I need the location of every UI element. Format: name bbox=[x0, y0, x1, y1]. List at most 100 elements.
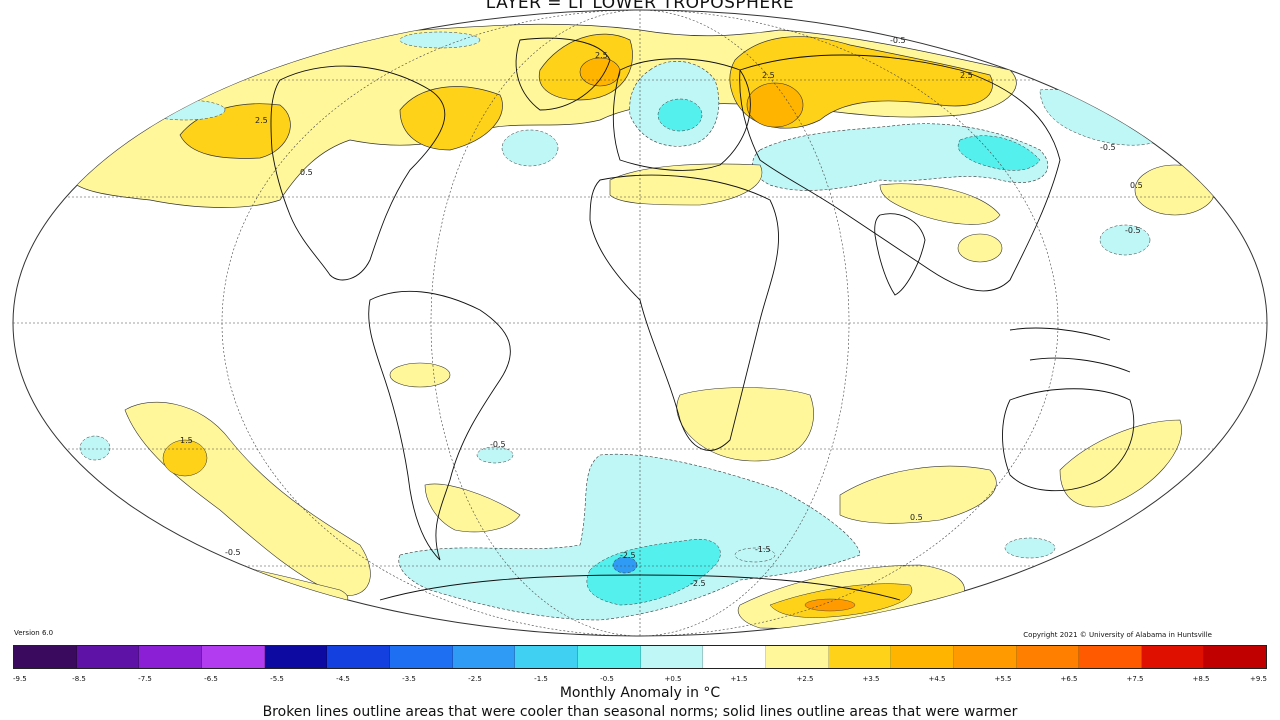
warm-region-south-america bbox=[389, 362, 451, 388]
colorbar-tick-label: -2.5 bbox=[468, 675, 482, 683]
contour-label: -0.5 bbox=[490, 440, 506, 449]
asia-outline bbox=[739, 54, 1061, 292]
contour-label: -0.5 bbox=[1100, 143, 1116, 152]
warm-region-mediterranean bbox=[609, 163, 763, 206]
colorbar-tick-label: +1.5 bbox=[730, 675, 748, 683]
warm-region-antarctic-pacific-deep bbox=[804, 598, 856, 612]
colorbar-cell bbox=[76, 646, 140, 668]
cold-region-antarctica-deep bbox=[612, 556, 638, 574]
colorbar-tick-label: -4.5 bbox=[336, 675, 350, 683]
contour-label: 0.5 bbox=[910, 513, 923, 522]
colorbar-tick-label: +8.5 bbox=[1192, 675, 1210, 683]
colorbar-tick-label: +3.5 bbox=[862, 675, 880, 683]
warm-region-india bbox=[879, 183, 1001, 225]
colorbar-tick-label: +0.5 bbox=[664, 675, 682, 683]
colorbar-cell bbox=[389, 646, 453, 668]
colorbar-tick-label: +4.5 bbox=[928, 675, 946, 683]
cold-region-alaska bbox=[144, 99, 226, 121]
colorbar-cell bbox=[828, 646, 892, 668]
warm-region-se-asia bbox=[957, 233, 1003, 263]
cold-region-antarctica-core bbox=[586, 538, 721, 606]
colorbar-cell bbox=[765, 646, 829, 668]
colorbar-cell bbox=[1016, 646, 1080, 668]
africa-outline bbox=[589, 174, 779, 451]
contour-label: -0.5 bbox=[1125, 226, 1141, 235]
colorbar-cell bbox=[264, 646, 328, 668]
anomaly-map: 2.5 2.5 2.5 2.5 -0.5 0.5 0.5 1.5 -0.5 -1… bbox=[12, 9, 1268, 637]
graticule bbox=[13, 10, 1267, 636]
colorbar-cell bbox=[891, 646, 954, 668]
colorbar-tick-label: -8.5 bbox=[72, 675, 86, 683]
colorbar-cell bbox=[1204, 646, 1267, 668]
contour-labels: 2.5 2.5 2.5 2.5 -0.5 0.5 0.5 1.5 -0.5 -1… bbox=[180, 36, 1143, 588]
copyright-label: Copyright 2021 © University of Alabama i… bbox=[1023, 631, 1212, 639]
colorbar-cell bbox=[201, 646, 265, 668]
colorbar-ticks: -9.5 -8.5 -7.5 -6.5 -5.5 -4.5 -3.5 -2.5 -1.5 -0.5… bbox=[13, 675, 1267, 685]
contour-label: 0.5 bbox=[1130, 181, 1143, 190]
colorbar-cell bbox=[1141, 646, 1205, 668]
colorbar-cell bbox=[577, 646, 641, 668]
colorbar-cell bbox=[515, 646, 578, 668]
cold-region-mongolia bbox=[957, 135, 1041, 171]
north-america-outline bbox=[270, 65, 446, 281]
colorbar-tick-label: -0.5 bbox=[600, 675, 614, 683]
contour-label: -2.5 bbox=[690, 579, 706, 588]
cold-region-south-indian bbox=[1004, 537, 1056, 559]
colorbar-tick-label: -3.5 bbox=[402, 675, 416, 683]
colorbar-tick-label: +9.5 bbox=[1250, 675, 1267, 683]
europe-outline bbox=[612, 58, 751, 171]
colorbar-tick-label: +6.5 bbox=[1060, 675, 1078, 683]
warm-region-deep-scandinavia bbox=[579, 57, 621, 87]
colorbar-tick-label: -9.5 bbox=[13, 675, 27, 683]
warm-region-south-pacific-core bbox=[162, 439, 208, 477]
cold-region-pacific-ne bbox=[1039, 89, 1161, 146]
colorbar-tick-label: +2.5 bbox=[796, 675, 814, 683]
cold-region-south-atlantic bbox=[476, 446, 514, 464]
map-title: LAYER = LT LOWER TROPOSPHERE bbox=[485, 0, 795, 13]
colorbar bbox=[13, 645, 1267, 669]
indonesia-outline bbox=[1009, 327, 1131, 373]
continent-outlines bbox=[270, 37, 1135, 601]
contour-label: -1.5 bbox=[755, 545, 771, 554]
greenland-outline bbox=[515, 37, 611, 111]
warm-region-australia-east bbox=[1059, 419, 1182, 508]
colorbar-tick-label: -6.5 bbox=[204, 675, 218, 683]
colorbar-cell bbox=[452, 646, 516, 668]
warm-region-deep-siberia bbox=[746, 82, 804, 128]
colorbar-tick-label: -5.5 bbox=[270, 675, 284, 683]
india-outline bbox=[874, 213, 926, 296]
warm-region-nw-pacific bbox=[1134, 164, 1216, 216]
contour-label: 1.5 bbox=[180, 436, 193, 445]
colorbar-tick-label: +5.5 bbox=[994, 675, 1012, 683]
colorbar-cell bbox=[953, 646, 1017, 668]
australia-outline bbox=[1002, 388, 1135, 492]
colorbar-tick-label: -1.5 bbox=[534, 675, 548, 683]
colorbar-cell bbox=[1079, 646, 1142, 668]
contour-label: -0.5 bbox=[890, 36, 906, 45]
cold-region-central-europe bbox=[657, 98, 703, 132]
contour-label: 2.5 bbox=[762, 71, 775, 80]
warm-region-indian-ocean bbox=[839, 465, 997, 524]
cold-region-pacific-south-edge bbox=[79, 435, 111, 461]
cold-region-south-atlantic-east bbox=[734, 547, 776, 563]
contour-label: 2.5 bbox=[960, 71, 973, 80]
legend-caption: Monthly Anomaly in °C bbox=[559, 685, 721, 701]
south-america-outline bbox=[368, 290, 511, 561]
contour-label: -0.5 bbox=[225, 548, 241, 557]
cold-region-pacific-w bbox=[1099, 224, 1151, 256]
colorbar-cell bbox=[703, 646, 766, 668]
legend-note: Broken lines outline areas that were coo… bbox=[262, 704, 1018, 720]
antarctica-outline bbox=[379, 574, 901, 601]
warm-region-patagonia bbox=[424, 483, 521, 533]
warm-region-orange-greenland bbox=[399, 86, 503, 151]
contour-label: 2.5 bbox=[595, 51, 608, 60]
version-label: Version 6.0 bbox=[14, 629, 54, 637]
colorbar-tick-label: +7.5 bbox=[1126, 675, 1144, 683]
contour-label: 0.5 bbox=[300, 168, 313, 177]
cold-region-nw-atlantic bbox=[501, 129, 559, 167]
colorbar-tick-label: -7.5 bbox=[138, 675, 152, 683]
colorbar-cell bbox=[327, 646, 390, 668]
colorbar-cell bbox=[640, 646, 704, 668]
colorbar-cell bbox=[14, 646, 77, 668]
contour-label: -2.5 bbox=[620, 551, 636, 560]
